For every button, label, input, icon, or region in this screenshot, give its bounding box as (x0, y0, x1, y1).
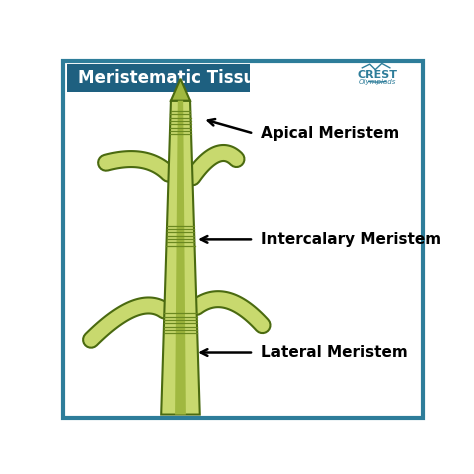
FancyBboxPatch shape (66, 64, 250, 91)
Text: Olympiads: Olympiads (358, 80, 396, 85)
FancyBboxPatch shape (63, 61, 423, 418)
Text: Intercalary Meristem: Intercalary Meristem (261, 232, 441, 247)
Polygon shape (175, 100, 186, 415)
Text: Lateral Meristem: Lateral Meristem (261, 345, 408, 360)
Text: Apical Meristem: Apical Meristem (261, 126, 400, 141)
Polygon shape (171, 79, 190, 100)
Polygon shape (161, 100, 200, 415)
Text: Meristematic Tissues: Meristematic Tissues (78, 69, 276, 87)
Text: CREST: CREST (357, 70, 397, 80)
